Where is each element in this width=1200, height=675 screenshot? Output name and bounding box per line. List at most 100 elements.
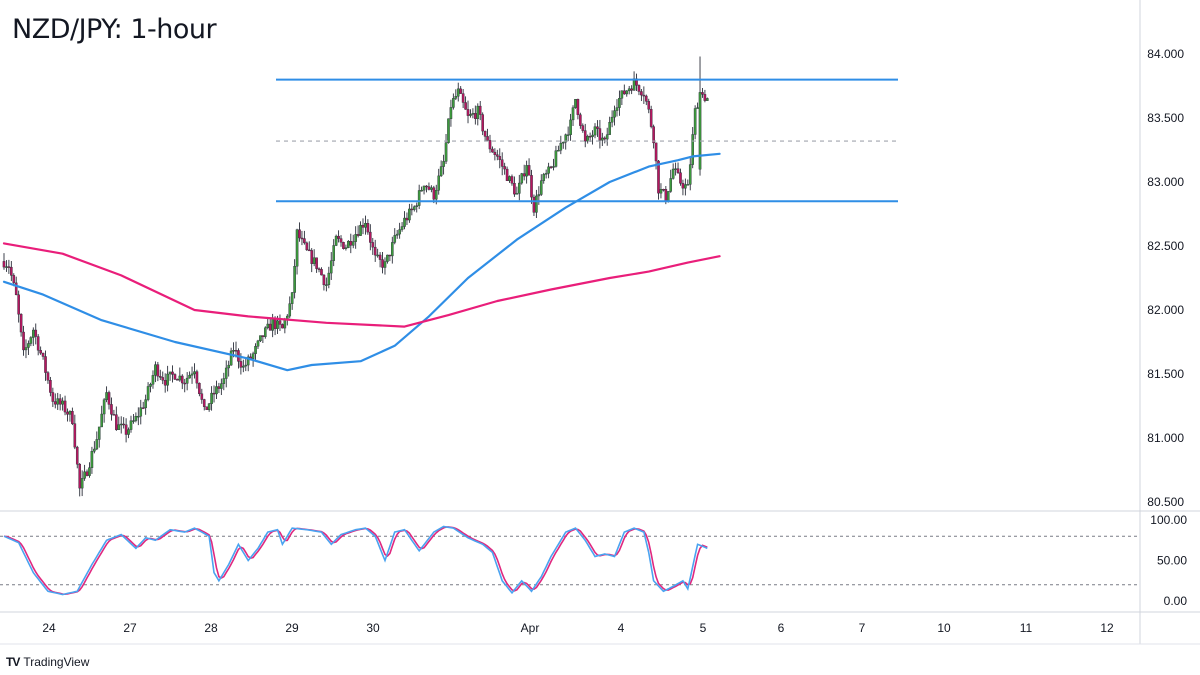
candle-bullish[interactable]	[90, 451, 94, 468]
candle-bullish[interactable]	[290, 292, 294, 304]
candle-bearish[interactable]	[51, 392, 55, 402]
candle-bearish[interactable]	[44, 356, 47, 373]
candle-bearish[interactable]	[107, 392, 111, 405]
candle-bullish[interactable]	[574, 98, 577, 108]
candle-bullish[interactable]	[220, 383, 223, 389]
candle-bearish[interactable]	[158, 376, 162, 378]
candle-bearish[interactable]	[310, 250, 314, 264]
candle-bearish[interactable]	[110, 404, 113, 415]
candle-bullish[interactable]	[391, 242, 394, 257]
candle-bullish[interactable]	[420, 189, 423, 192]
candle-bearish[interactable]	[576, 98, 580, 115]
candle-bearish[interactable]	[161, 377, 165, 381]
candle-bearish[interactable]	[112, 414, 116, 416]
candle-bullish[interactable]	[564, 134, 568, 143]
candle-bearish[interactable]	[427, 186, 431, 190]
candle-bullish[interactable]	[359, 224, 362, 236]
candle-bullish[interactable]	[539, 180, 543, 195]
candle-bullish[interactable]	[151, 375, 155, 385]
candle-bearish[interactable]	[2, 261, 6, 268]
candle-bearish[interactable]	[10, 266, 13, 276]
candle-bullish[interactable]	[456, 88, 460, 97]
candle-bearish[interactable]	[366, 223, 370, 233]
candle-bullish[interactable]	[535, 195, 538, 213]
candle-bullish[interactable]	[430, 187, 433, 190]
candle-bearish[interactable]	[34, 329, 38, 337]
candle-bullish[interactable]	[559, 142, 563, 151]
candle-bearish[interactable]	[630, 88, 633, 91]
candle-bullish[interactable]	[625, 90, 629, 95]
candle-bearish[interactable]	[198, 382, 201, 394]
candle-bullish[interactable]	[271, 319, 274, 331]
candle-bearish[interactable]	[49, 380, 52, 393]
candle-bullish[interactable]	[615, 107, 619, 111]
candle-bearish[interactable]	[349, 240, 353, 246]
candle-bullish[interactable]	[557, 150, 560, 152]
candle-bullish[interactable]	[105, 392, 108, 400]
candle-bearish[interactable]	[596, 126, 599, 129]
candle-bullish[interactable]	[620, 90, 624, 99]
candle-bullish[interactable]	[517, 182, 521, 194]
candle-bullish[interactable]	[264, 327, 267, 337]
candle-bearish[interactable]	[381, 259, 384, 268]
candle-bearish[interactable]	[378, 254, 382, 260]
candle-bearish[interactable]	[46, 372, 50, 381]
candle-bearish[interactable]	[300, 237, 304, 240]
candle-bullish[interactable]	[437, 175, 441, 191]
candle-bearish[interactable]	[22, 331, 25, 351]
candle-bearish[interactable]	[78, 464, 82, 489]
moving-average-slow-line[interactable]	[2, 242, 721, 328]
candle-bearish[interactable]	[522, 173, 526, 177]
candle-bullish[interactable]	[83, 471, 86, 479]
candle-bullish[interactable]	[454, 96, 458, 99]
candle-bullish[interactable]	[134, 416, 138, 421]
candle-bullish[interactable]	[449, 107, 453, 119]
candle-bearish[interactable]	[532, 196, 536, 213]
candle-bearish[interactable]	[657, 160, 660, 194]
candle-bearish[interactable]	[681, 183, 685, 189]
candle-bullish[interactable]	[434, 190, 438, 200]
candle-bearish[interactable]	[66, 411, 69, 415]
candle-bearish[interactable]	[337, 235, 340, 239]
candle-bearish[interactable]	[281, 324, 284, 329]
candle-bullish[interactable]	[266, 323, 270, 329]
candle-bullish[interactable]	[242, 365, 245, 368]
candle-bearish[interactable]	[373, 246, 377, 256]
candle-bearish[interactable]	[642, 94, 646, 97]
candle-bullish[interactable]	[671, 168, 675, 179]
candle-bearish[interactable]	[115, 414, 118, 430]
candle-bearish[interactable]	[637, 85, 641, 92]
candle-bullish[interactable]	[627, 88, 631, 92]
candle-bullish[interactable]	[691, 134, 694, 165]
candle-bullish[interactable]	[686, 184, 690, 186]
candle-bearish[interactable]	[464, 102, 467, 110]
candle-bearish[interactable]	[496, 154, 499, 157]
candle-bearish[interactable]	[654, 142, 658, 162]
candle-bullish[interactable]	[417, 190, 421, 206]
candle-bullish[interactable]	[347, 240, 350, 248]
candle-bearish[interactable]	[603, 137, 607, 140]
candle-bullish[interactable]	[80, 478, 84, 489]
candle-bullish[interactable]	[395, 233, 399, 236]
candle-bearish[interactable]	[75, 446, 79, 465]
candle-bearish[interactable]	[339, 238, 343, 243]
candle-bearish[interactable]	[273, 319, 277, 329]
candle-bearish[interactable]	[234, 350, 238, 352]
candle-bullish[interactable]	[259, 335, 262, 342]
candle-bullish[interactable]	[27, 343, 30, 348]
moving-average-fast-line[interactable]	[2, 152, 721, 372]
price-pane[interactable]	[2, 56, 898, 497]
candle-bearish[interactable]	[461, 93, 465, 103]
candle-bullish[interactable]	[207, 403, 211, 410]
candle-bullish[interactable]	[222, 378, 226, 384]
candle-bullish[interactable]	[68, 411, 72, 415]
candle-bearish[interactable]	[85, 471, 89, 476]
stochastic-d-line[interactable]	[3, 526, 708, 596]
candle-bullish[interactable]	[190, 373, 194, 376]
stochastic-k-line[interactable]	[3, 525, 708, 596]
candle-bearish[interactable]	[640, 91, 643, 96]
candle-bullish[interactable]	[100, 413, 103, 428]
candle-bullish[interactable]	[288, 303, 292, 317]
candle-bearish[interactable]	[63, 400, 67, 413]
candle-bullish[interactable]	[127, 429, 130, 435]
